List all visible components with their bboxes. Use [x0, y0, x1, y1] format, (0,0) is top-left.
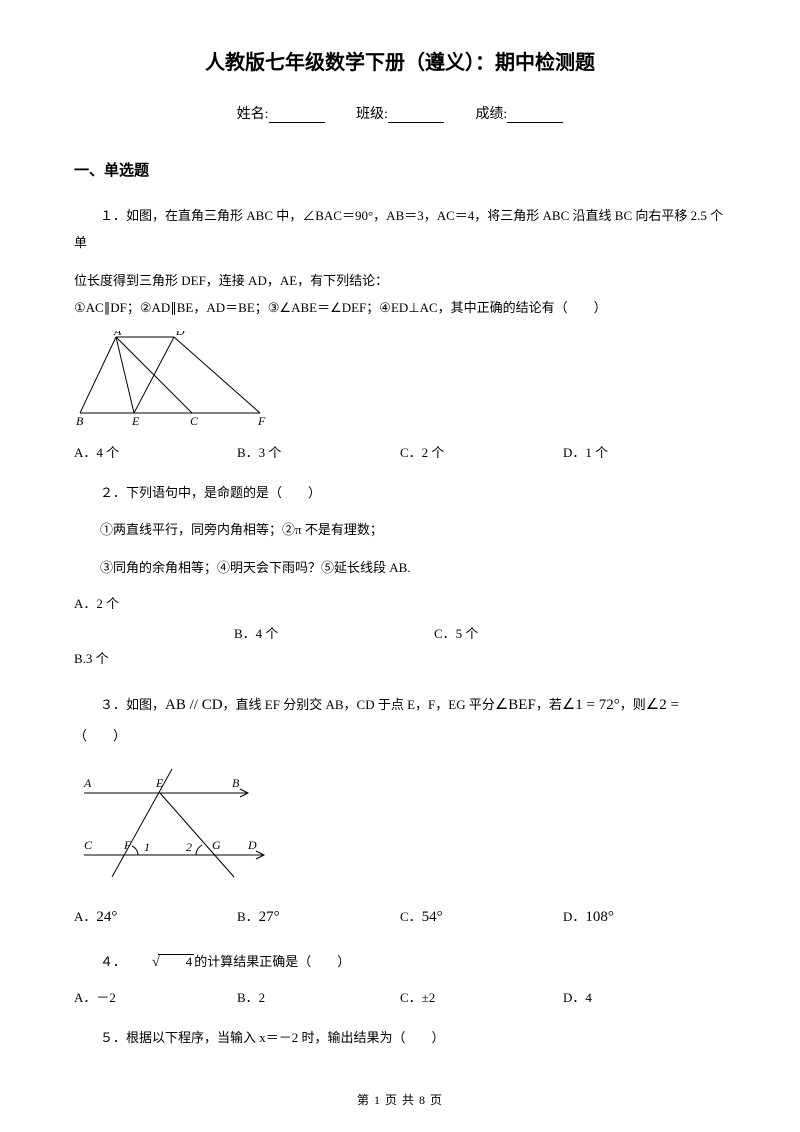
q2-opt-row: B．4 个 C．5 个	[74, 623, 726, 642]
svg-text:E: E	[155, 776, 164, 790]
q2-line3: ③同角的余角相等；④明天会下雨吗？⑤延长线段 AB.	[74, 554, 726, 581]
q3-opt-b-label: B．	[237, 909, 259, 924]
q3-opt-b: B．27°	[237, 906, 400, 926]
q3-diagram: A E B C F G D 1 2	[74, 767, 274, 879]
q3-mid3: ，则	[620, 697, 646, 712]
footer-page: 1	[374, 1093, 381, 1107]
svg-text:B: B	[232, 776, 240, 790]
footer-post: 页	[426, 1093, 443, 1107]
svg-text:A: A	[113, 331, 122, 338]
q3-a1: ∠1 = 72°	[562, 697, 620, 713]
footer-pre: 第	[357, 1093, 374, 1107]
q4-line: ４． 4的计算结果正确是（ ）	[74, 948, 726, 977]
q3-opt-c: C．54°	[400, 906, 563, 926]
q2-opt-c: C．5 个	[434, 623, 634, 642]
q3-pre: 如图，	[126, 697, 165, 712]
svg-text:C: C	[84, 838, 93, 852]
svg-text:D: D	[247, 838, 257, 852]
footer-total: 8	[419, 1093, 426, 1107]
q3-options: A．24° B．27° C．54° D．108°	[74, 906, 726, 926]
q2-opt-b2: B.3 个	[74, 646, 726, 672]
svg-text:1: 1	[144, 840, 150, 854]
q3-opt-d-label: D．	[563, 909, 585, 924]
q2-text1: 下列语句中，是命题的是（ ）	[126, 485, 321, 500]
q4-options: A．－2 B．2 C．±2 D．4	[74, 987, 726, 1006]
q1-opt-d: D．1 个	[563, 442, 726, 461]
q4-opt-c: C．±2	[400, 987, 563, 1006]
score-blank	[507, 109, 563, 123]
q1-num: １．	[100, 208, 126, 223]
q4-sqrt-val: 4	[158, 954, 195, 968]
q3-a2: ∠2 =	[646, 697, 679, 713]
q3-mid: ，直线 EF 分别交 AB，CD 于点 E，F，EG 平分	[223, 697, 495, 712]
footer-mid: 页 共	[381, 1093, 419, 1107]
q1-opt-c: C．2 个	[400, 442, 563, 461]
q3-figure: A E B C F G D 1 2	[74, 767, 726, 884]
q3-paren: （ ）	[74, 728, 126, 743]
q3-abcd: AB // CD	[165, 697, 223, 713]
svg-text:G: G	[212, 838, 221, 852]
q2-line1: ２．下列语句中，是命题的是（ ）	[74, 479, 726, 506]
svg-text:E: E	[131, 414, 140, 425]
q4-text: 的计算结果正确是（ ）	[194, 954, 350, 969]
q1-opt-a: A．4 个	[74, 442, 237, 461]
q5-line: ５．根据以下程序，当输入 x＝－2 时，输出结果为（ ）	[74, 1024, 726, 1051]
q2-opt-a: A．2 个	[74, 591, 726, 617]
q1-line2: 位长度得到三角形 DEF，连接 AD，AE，有下列结论：	[74, 267, 726, 294]
q3-opt-c-val: 54°	[422, 909, 443, 925]
q1-text1: 如图，在直角三角形 ABC 中，∠BAC＝90°，AB＝3，AC＝4，将三角形 …	[74, 208, 723, 250]
q2-line2: ①两直线平行，同旁内角相等；②π 不是有理数；	[74, 516, 726, 543]
q1-line3: ①AC∥DF；②AD∥BE，AD＝BE；③∠ABE＝∠DEF；④ED⊥AC，其中…	[74, 294, 726, 321]
svg-text:F: F	[123, 838, 132, 852]
section-title: 一、单选题	[74, 159, 726, 180]
svg-text:2: 2	[186, 840, 192, 854]
q1-figure: A D B E C F	[74, 331, 726, 430]
page-footer: 第 1 页 共 8 页	[0, 1091, 800, 1108]
q4-opt-a: A．－2	[74, 987, 237, 1006]
q4-num: ４．	[100, 954, 126, 969]
q1-line1: １．如图，在直角三角形 ABC 中，∠BAC＝90°，AB＝3，AC＝4，将三角…	[74, 202, 726, 257]
q3-num: ３．	[100, 697, 126, 712]
q1-opt-b: B．3 个	[237, 442, 400, 461]
info-row: 姓名: 班级: 成绩:	[74, 103, 726, 123]
class-label: 班级:	[356, 107, 388, 122]
name-blank	[269, 109, 325, 123]
svg-text:B: B	[76, 414, 84, 425]
svg-text:F: F	[257, 414, 266, 425]
q3-opt-a-val: 24°	[96, 909, 117, 925]
q1-diagram: A D B E C F	[74, 331, 270, 425]
q3-line1: ３．如图，AB // CD，直线 EF 分别交 AB，CD 于点 E，F，EG …	[74, 690, 726, 749]
q3-opt-a-label: A．	[74, 909, 96, 924]
q2-num: ２．	[100, 485, 126, 500]
q3-opt-b-val: 27°	[259, 909, 280, 925]
svg-text:D: D	[175, 331, 185, 338]
q3-mid2: ，若	[536, 697, 562, 712]
class-blank	[388, 109, 444, 123]
q4-sqrt: 4	[126, 948, 194, 977]
score-label: 成绩:	[475, 107, 507, 122]
q2-opt-b1: B．4 个	[234, 623, 434, 642]
q1-options: A．4 个 B．3 个 C．2 个 D．1 个	[74, 442, 726, 461]
page-title: 人教版七年级数学下册（遵义）：期中检测题	[74, 46, 726, 75]
svg-text:C: C	[190, 414, 199, 425]
q3-bef: ∠BEF	[495, 697, 536, 713]
q5-text: 根据以下程序，当输入 x＝－2 时，输出结果为（ ）	[126, 1030, 445, 1045]
q4-opt-b: B．2	[237, 987, 400, 1006]
q3-opt-c-label: C．	[400, 909, 422, 924]
q3-opt-d-val: 108°	[585, 909, 614, 925]
q5-num: ５．	[100, 1030, 126, 1045]
q3-opt-a: A．24°	[74, 906, 237, 926]
name-label: 姓名:	[237, 107, 269, 122]
q3-opt-d: D．108°	[563, 906, 726, 926]
svg-text:A: A	[83, 776, 92, 790]
q4-opt-d: D．4	[563, 987, 726, 1006]
